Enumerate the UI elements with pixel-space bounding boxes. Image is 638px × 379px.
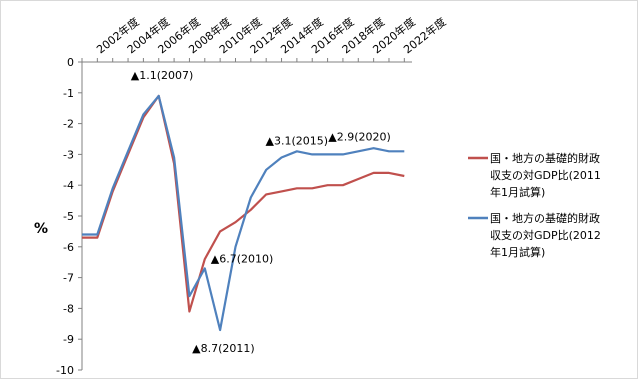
y-tick-label: -4 [63, 179, 74, 192]
legend-label: 年1月試算) [490, 185, 545, 199]
series-line-1 [82, 94, 405, 313]
y-tick-label: -6 [63, 241, 74, 254]
y-axis-label: % [34, 221, 48, 237]
y-tick-label: -1 [63, 87, 74, 100]
y-tick-label: -7 [63, 272, 74, 285]
legend-label: 国・地方の基礎的財政 [490, 211, 600, 225]
y-tick-label: -3 [63, 148, 74, 161]
y-tick-label: 0 [67, 56, 74, 69]
annotations: ▲1.1(2007) ▲6.7(2010) ▲8.7(2011) ▲3.1(2015)… [131, 69, 391, 355]
y-tick-label: -10 [56, 364, 74, 377]
y-ticks: 0 -1 -2 -3 -4 -5 -6 -7 -8 -9 -10 [56, 56, 82, 377]
legend-label: 収支の対GDP比(2012 [490, 228, 601, 242]
y-tick-label: -5 [63, 210, 74, 223]
series-lines [82, 94, 405, 332]
annotation-label: ▲3.1(2015) [266, 134, 329, 147]
annotation-label: ▲6.7(2010) [211, 252, 274, 265]
series-line-2 [82, 94, 405, 332]
annotation-label: ▲1.1(2007) [131, 69, 194, 82]
y-tick-label: -8 [63, 302, 74, 315]
legend-label: 収支の対GDP比(2011 [490, 168, 601, 182]
y-tick-label: -9 [63, 333, 74, 346]
legend-label: 年1月試算) [490, 245, 545, 259]
annotation-label: ▲2.9(2020) [328, 130, 391, 143]
y-tick-label: -2 [63, 118, 74, 131]
legend-label: 国・地方の基礎的財政 [490, 151, 600, 165]
annotation-label: ▲8.7(2011) [192, 342, 255, 355]
